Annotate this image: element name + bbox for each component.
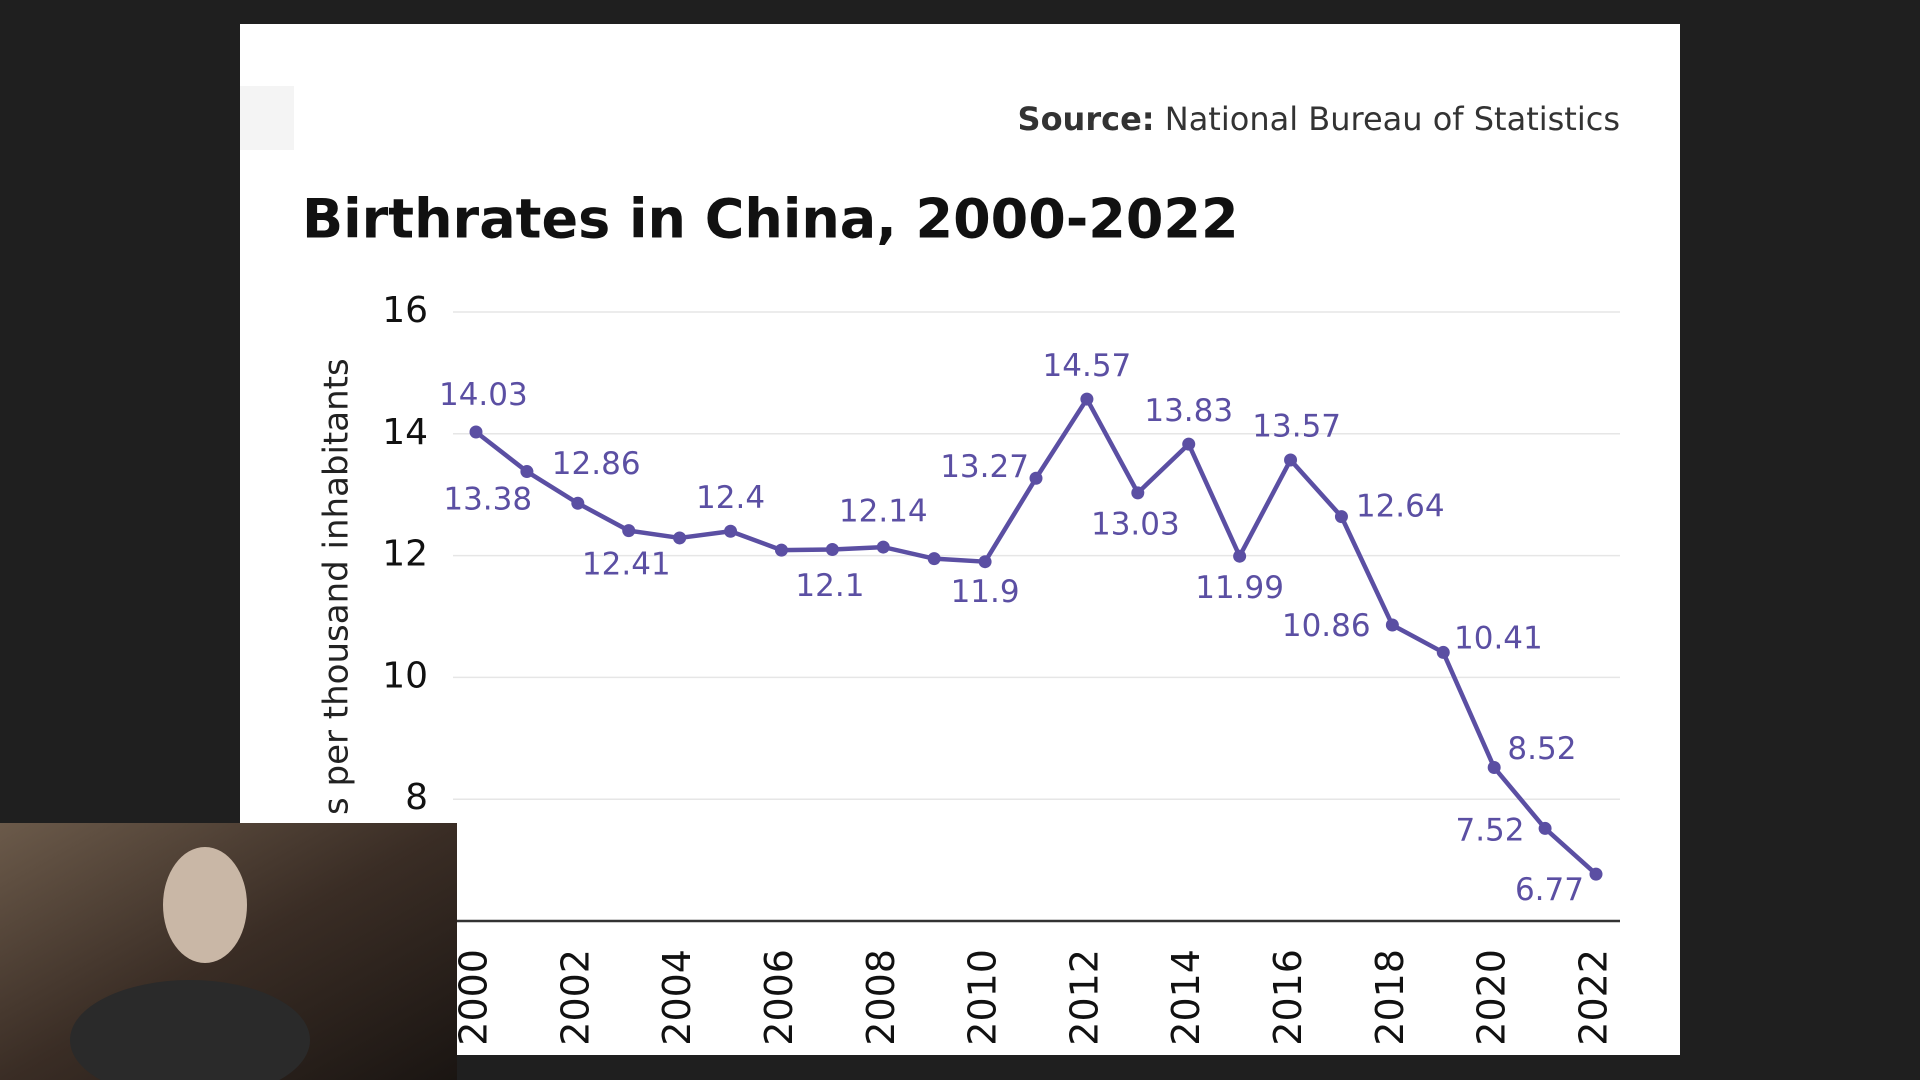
data-label: 12.1 [795,568,864,604]
x-tick-label: 2008 [859,949,903,1046]
data-label: 7.52 [1455,813,1524,849]
data-point [978,555,992,569]
x-tick-label: 2010 [961,949,1005,1046]
y-tick-label: 8 [405,777,428,818]
data-label: 11.99 [1195,570,1284,606]
data-point [622,524,636,538]
data-label: 13.03 [1091,506,1180,542]
data-point [1436,645,1450,659]
data-label: 11.9 [951,574,1020,610]
webcam-person [163,847,247,963]
data-point [673,531,687,545]
data-label: 6.77 [1515,872,1584,908]
y-tick-label: 10 [382,655,428,696]
x-tick-label: 2014 [1164,949,1208,1046]
x-tick-label: 2006 [757,949,801,1046]
data-point [876,540,890,554]
data-label: 13.27 [940,449,1029,485]
x-tick-label: 2002 [553,949,597,1046]
data-point [1385,618,1399,632]
x-tick-label: 2022 [1572,949,1616,1046]
source-text: National Bureau of Statistics [1165,100,1620,138]
y-axis-label: s per thousand inhabitants [317,358,357,815]
data-label: 10.86 [1282,608,1371,644]
slide-tab [240,86,294,150]
y-tick-label: 14 [382,412,428,453]
slide [240,24,1680,1055]
data-point [724,524,738,538]
data-point [469,425,483,439]
webcam-person-body [70,980,310,1080]
x-tick-label: 2000 [452,949,496,1046]
data-label: 14.57 [1043,348,1132,384]
chart-title: Birthrates in China, 2000-2022 [302,188,1239,251]
data-label: 14.03 [439,377,528,413]
data-point [1233,549,1247,563]
data-point [571,496,585,510]
data-label: 13.38 [443,481,532,517]
source-label: Source: [1018,100,1155,138]
data-label: 12.41 [582,547,671,583]
x-tick-label: 2016 [1266,949,1310,1046]
chart: 8 10 12 14 16 2000 2002 2004 2006 2008 2010 2012 201… [382,290,1620,1046]
data-point [1131,486,1145,500]
data-point [927,552,941,566]
data-label: 10.41 [1454,621,1543,657]
data-label: 12.86 [552,446,641,482]
x-tick-label: 2004 [655,949,699,1046]
data-point [1334,510,1348,524]
data-point [1487,761,1501,775]
data-label: 8.52 [1507,731,1576,767]
data-point [1589,867,1603,881]
y-tick-label: 16 [382,290,428,331]
x-tick-label: 2012 [1062,949,1106,1046]
x-tick-label: 2018 [1368,949,1412,1046]
x-tick-label: 2020 [1470,949,1514,1046]
data-point [825,543,839,557]
data-point [1284,453,1298,467]
data-point [1080,392,1094,406]
data-point [1538,821,1552,835]
data-point [520,465,534,479]
data-point [774,543,788,557]
source-note: Source: National Bureau of Statistics [1018,100,1620,138]
data-label: 13.57 [1252,409,1341,445]
data-point [1182,437,1196,451]
data-point [1029,471,1043,485]
data-label: 12.64 [1356,489,1445,525]
data-label: 12.4 [696,480,765,516]
y-tick-label: 12 [382,534,428,575]
data-label: 12.14 [839,493,928,529]
data-label: 13.83 [1144,393,1233,429]
